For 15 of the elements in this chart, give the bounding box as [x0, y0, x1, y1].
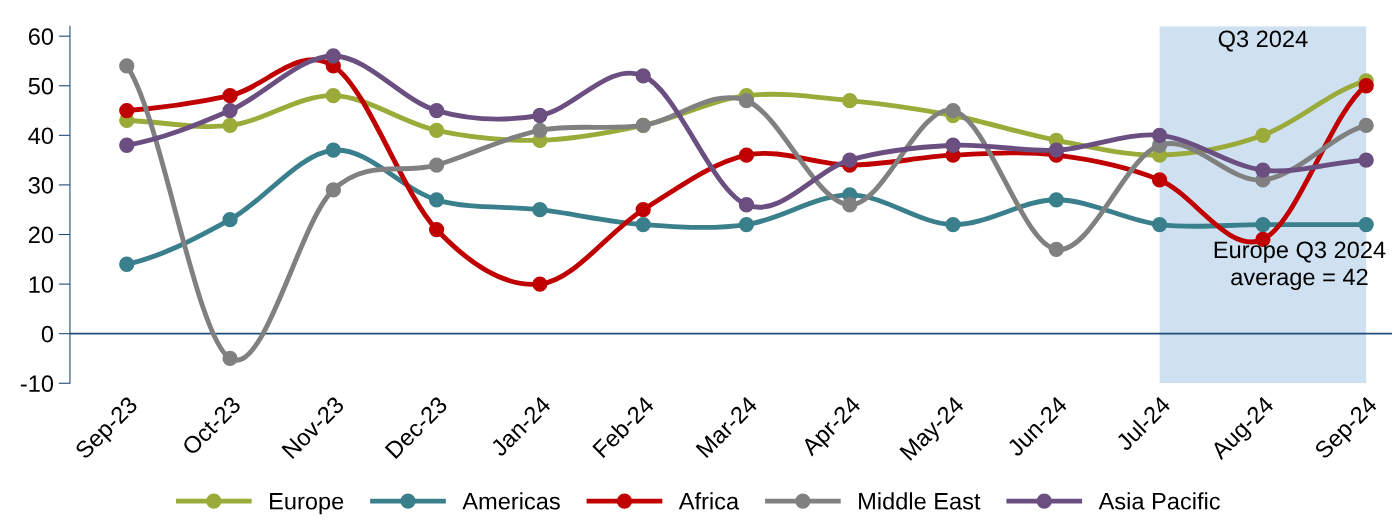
y-tick-label: 0	[41, 325, 54, 343]
y-tick-label: 20	[28, 226, 54, 244]
band-label: Q3 2024	[1218, 30, 1308, 52]
legend-label: Americas	[462, 492, 560, 510]
y-tick-label: -10	[20, 375, 54, 393]
y-tick-label: 60	[28, 28, 54, 45]
legend-label: Asia Pacific	[1098, 492, 1220, 510]
y-tick-label: 10	[29, 276, 54, 293]
legend-label: Europe	[270, 493, 344, 515]
y-tick-label: 40	[28, 127, 54, 145]
y-tick-label: 50	[28, 77, 54, 95]
legend-label: Africa	[678, 492, 740, 510]
annotation: Europe Q3 2024 average = 42	[1214, 241, 1386, 291]
legend-label: Middle East	[859, 492, 981, 510]
y-tick-label: 30	[28, 176, 54, 194]
